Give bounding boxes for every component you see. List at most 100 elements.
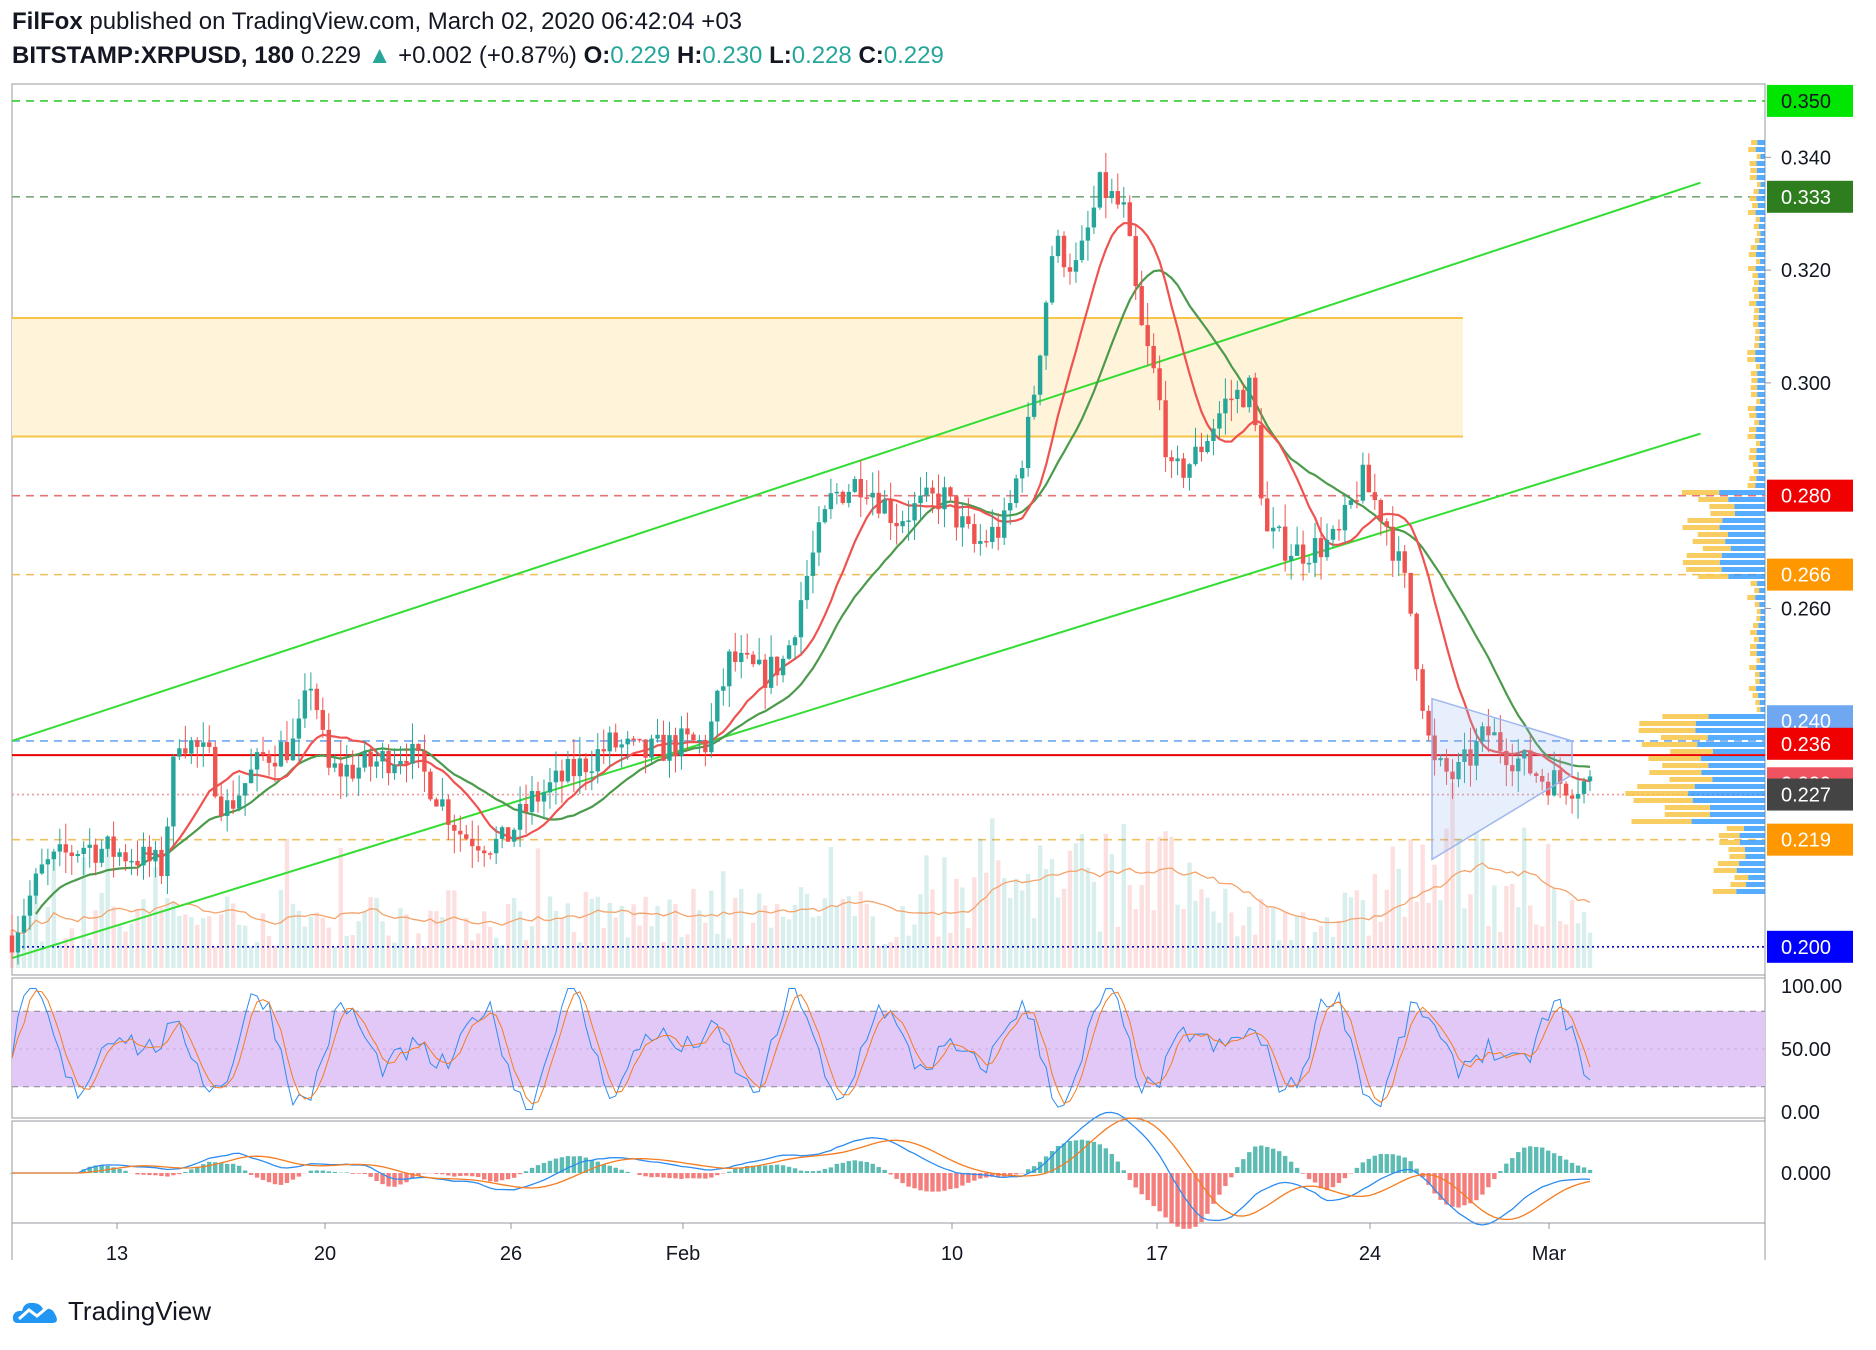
macd-histogram-bar — [1432, 1173, 1437, 1194]
candle — [601, 729, 606, 765]
volume-bar — [661, 942, 666, 968]
volume-bar — [266, 935, 272, 968]
candle — [416, 743, 421, 769]
candle-body — [1486, 726, 1491, 736]
symbol-name[interactable]: BITSTAMP:XRPUSD, 180 — [12, 42, 295, 69]
volume-bar — [1336, 920, 1342, 968]
candle-body — [117, 852, 122, 857]
candle-body — [631, 738, 636, 741]
profile-bar-buy — [1760, 658, 1765, 663]
candle-body — [1408, 572, 1413, 614]
volume-bar — [1199, 889, 1204, 968]
candle — [1049, 245, 1055, 305]
trend-channel[interactable] — [11, 181, 1701, 960]
candle — [1199, 432, 1204, 462]
volume-bar — [1259, 898, 1264, 968]
volume-bar — [1235, 936, 1240, 968]
volume-bar — [1139, 885, 1144, 968]
profile-bar-buy — [1744, 847, 1765, 852]
macd-histogram-bar — [547, 1160, 553, 1173]
price-tag-label: 0.333 — [1781, 187, 1831, 209]
volume-bar — [888, 941, 893, 968]
candle-body — [1067, 267, 1073, 272]
candle-body — [1163, 400, 1168, 458]
candle — [1534, 771, 1539, 783]
author-name[interactable]: FilFox — [12, 8, 83, 35]
candle — [655, 719, 660, 743]
candle — [1462, 732, 1467, 784]
macd-histogram-bar — [745, 1165, 750, 1173]
candle — [984, 529, 989, 548]
candle-body — [858, 479, 863, 498]
profile-bar-sell — [1750, 371, 1758, 376]
candle-body — [219, 796, 224, 817]
macd-histogram-bar — [434, 1173, 439, 1174]
macd-histogram-bar — [864, 1161, 869, 1173]
candle — [637, 738, 642, 743]
volume-bar — [1145, 841, 1150, 968]
profile-bar-buy — [1755, 147, 1765, 152]
candle — [117, 848, 122, 866]
candle-body — [745, 652, 750, 655]
price-axis[interactable]: 0.340 0.320 0.300 0.260 0.350 0.333 0.280 0.266… — [1765, 84, 1853, 1185]
profile-bar-sell — [1748, 252, 1757, 257]
profile-bar-sell — [1756, 231, 1761, 236]
candle-body — [1157, 368, 1162, 401]
candle — [768, 635, 774, 695]
tradingview-brand[interactable]: TradingView — [12, 1296, 211, 1327]
candle-body — [715, 690, 720, 722]
candle-body — [1037, 355, 1043, 395]
candle-body — [1025, 416, 1031, 469]
candle — [511, 827, 517, 847]
macd-histogram-bar — [936, 1173, 941, 1192]
volume-bar — [39, 941, 45, 968]
candle — [1426, 705, 1431, 742]
profile-bar-buy — [1759, 588, 1765, 593]
triangle-pattern[interactable] — [1431, 697, 1573, 861]
candle-body — [1288, 555, 1294, 561]
candle — [1223, 378, 1228, 435]
volume-bar — [1468, 894, 1473, 968]
macd-histogram-bar — [493, 1173, 499, 1182]
candle — [685, 712, 690, 751]
candle-body — [416, 743, 421, 751]
candle — [75, 850, 80, 863]
volume-bar — [762, 905, 768, 968]
macd-histogram-bar — [266, 1173, 272, 1183]
candle — [272, 745, 278, 783]
profile-bar-buy — [1734, 511, 1765, 516]
volume-bar — [1402, 916, 1407, 968]
candle — [792, 635, 798, 660]
macd-histogram-bar — [141, 1173, 146, 1175]
macd-histogram-bar — [1031, 1166, 1037, 1173]
volume-bar — [464, 917, 469, 968]
candle-body — [1199, 446, 1204, 453]
candle-body — [547, 782, 553, 793]
macd-histogram-bar — [1444, 1173, 1449, 1205]
candle — [1073, 242, 1079, 283]
candle-body — [709, 721, 714, 753]
profile-bar-buy — [1745, 854, 1765, 859]
profile-bar-buy — [1728, 574, 1765, 579]
candle — [129, 848, 134, 876]
time-axis[interactable]: 13 20 26 Feb 10 17 24 Mar — [106, 1223, 1567, 1265]
macd-histogram-bar — [978, 1173, 983, 1179]
profile-bar-sell — [1754, 420, 1760, 425]
volume-bar — [1480, 839, 1485, 968]
candle — [804, 560, 810, 609]
profile-bar-buy — [1758, 322, 1765, 327]
macd-histogram-bar — [87, 1166, 92, 1173]
profile-bar-buy — [1760, 399, 1765, 404]
volume-bar — [1545, 843, 1551, 968]
candle-body — [792, 637, 798, 646]
candle-body — [924, 487, 929, 496]
candle-body — [894, 523, 899, 527]
price-chart[interactable]: 0.340 0.320 0.300 0.260 0.350 0.333 0.280 0.266… — [0, 0, 1876, 1290]
profile-bar-sell — [1749, 301, 1757, 306]
candle-body — [362, 751, 367, 768]
candle-body — [1366, 464, 1372, 493]
candle-body — [1217, 413, 1222, 429]
last-price: 0.229 — [300, 42, 362, 69]
candle-body — [171, 756, 176, 827]
candle-body — [344, 764, 349, 777]
